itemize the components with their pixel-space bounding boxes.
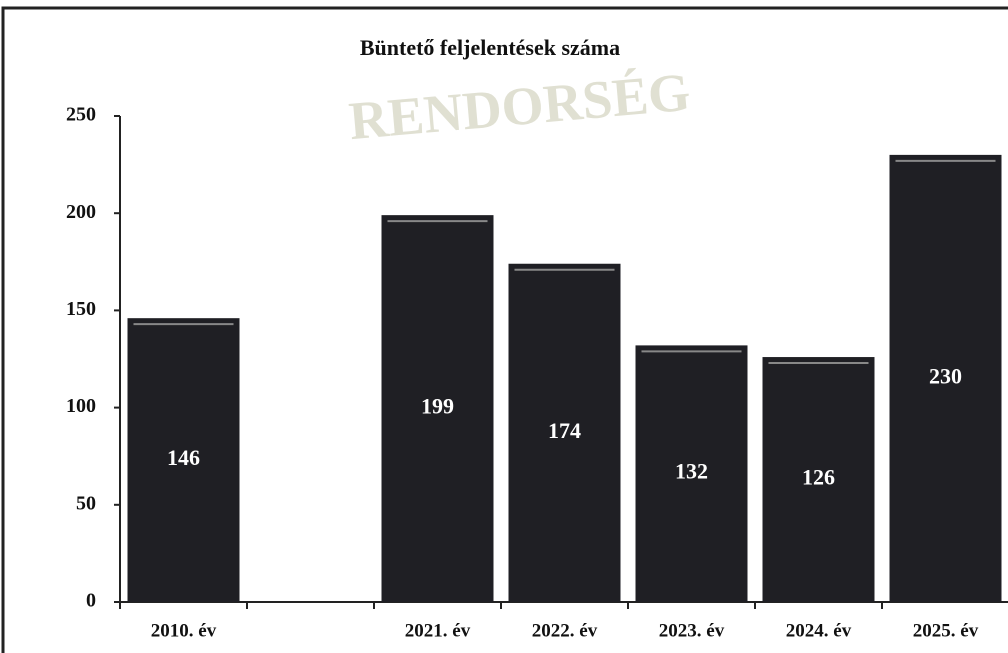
- x-tick-label: 2010. év: [151, 620, 217, 641]
- value-label: 132: [675, 459, 708, 484]
- x-tick-label: 2021. év: [405, 620, 471, 641]
- y-tick-label: 0: [86, 590, 96, 612]
- bar: [889, 154, 1002, 602]
- value-label: 230: [929, 363, 962, 388]
- chart-title: Büntető feljelentések száma: [360, 35, 620, 60]
- x-tick-label: 2024. év: [786, 620, 852, 641]
- value-label: 199: [421, 394, 454, 419]
- bar: [127, 318, 240, 602]
- y-tick-label: 150: [66, 298, 96, 320]
- bar: [508, 263, 621, 602]
- y-tick-label: 200: [66, 201, 96, 223]
- value-label: 146: [167, 445, 200, 470]
- y-tick-label: 50: [76, 492, 96, 514]
- value-label: 174: [548, 418, 581, 443]
- y-tick-label: 100: [66, 395, 96, 417]
- bar: [381, 215, 494, 603]
- bar: [635, 345, 748, 602]
- x-tick-label: 2023. év: [659, 620, 725, 641]
- x-tick-label: 2025. év: [913, 620, 979, 641]
- y-tick-label: 250: [66, 104, 96, 126]
- value-label: 126: [802, 465, 835, 490]
- bar: [762, 357, 875, 602]
- x-tick-label: 2022. év: [532, 620, 598, 641]
